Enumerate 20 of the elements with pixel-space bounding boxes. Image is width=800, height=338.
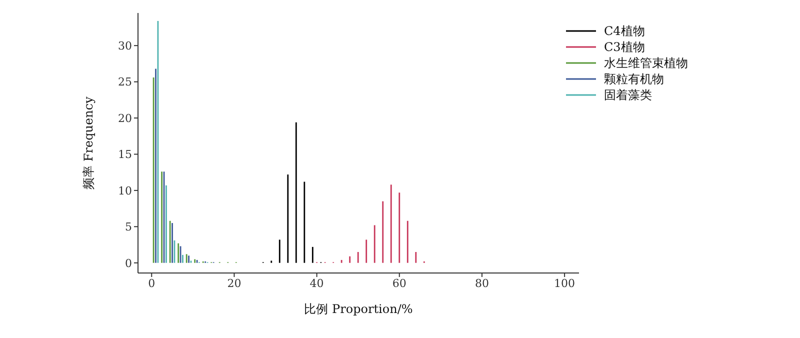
y-tick-label: 0: [125, 256, 132, 270]
x-tick-label: 60: [392, 276, 406, 290]
x-tick-label: 20: [227, 276, 242, 290]
legend-label: 固着藻类: [604, 87, 652, 103]
y-tick-label: 5: [125, 220, 132, 234]
x-axis-title: 比例 Proportion/%: [304, 302, 413, 316]
y-tick-label: 25: [118, 76, 132, 89]
x-tick-label: 40: [310, 276, 324, 290]
legend-label: C3植物: [604, 39, 645, 55]
y-tick-label: 10: [118, 184, 132, 198]
y-tick-label: 20: [118, 112, 132, 125]
y-tick-label: 15: [118, 148, 132, 162]
y-axis-title: 频率 Frequency: [81, 96, 96, 190]
x-tick-label: 80: [474, 276, 489, 290]
legend-label: 水生维管束植物: [604, 55, 688, 71]
x-tick-label: 100: [554, 276, 576, 290]
legend-label: 颗粒有机物: [604, 71, 664, 87]
legend-label: C4植物: [604, 23, 645, 39]
y-tick-label: 30: [118, 39, 132, 52]
x-tick-label: 0: [148, 276, 156, 290]
